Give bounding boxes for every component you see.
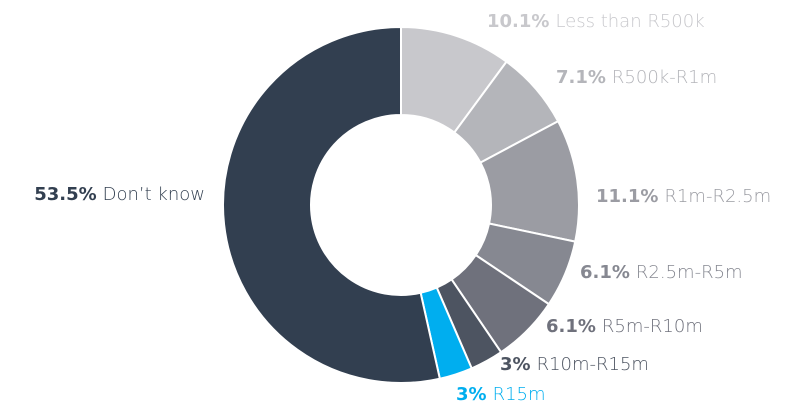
value-label: 6.1% xyxy=(580,262,630,283)
value-label: 3% xyxy=(456,384,487,405)
category-label: R1m-R2.5m xyxy=(664,186,771,207)
category-label: R5m-R10m xyxy=(602,316,703,337)
slice-label: 53.5% Don’t know xyxy=(34,184,205,205)
slice-label: 7.1% R500k-R1m xyxy=(556,67,717,88)
slice-label: 10.1% Less than R500k xyxy=(487,11,705,32)
category-label: R15m xyxy=(493,384,546,405)
value-label: 53.5% xyxy=(34,184,96,205)
value-label: 7.1% xyxy=(556,67,606,88)
category-label: Less than R500k xyxy=(555,11,704,32)
slice-label: 6.1% R5m-R10m xyxy=(546,316,703,337)
slice-label: 11.1% R1m-R2.5m xyxy=(596,186,771,207)
donut-slice xyxy=(222,25,442,384)
slice-label: 3% R10m-R15m xyxy=(500,354,649,375)
value-label: 10.1% xyxy=(487,11,549,32)
value-label: 3% xyxy=(500,354,531,375)
category-label: R10m-R15m xyxy=(537,354,649,375)
value-label: 11.1% xyxy=(596,186,658,207)
category-label: R500k-R1m xyxy=(612,67,717,88)
slice-label: 3% R15m xyxy=(456,384,546,405)
value-label: 6.1% xyxy=(546,316,596,337)
category-label: Don’t know xyxy=(103,184,205,205)
category-label: R2.5m-R5m xyxy=(636,262,743,283)
slice-label: 6.1% R2.5m-R5m xyxy=(580,262,743,283)
